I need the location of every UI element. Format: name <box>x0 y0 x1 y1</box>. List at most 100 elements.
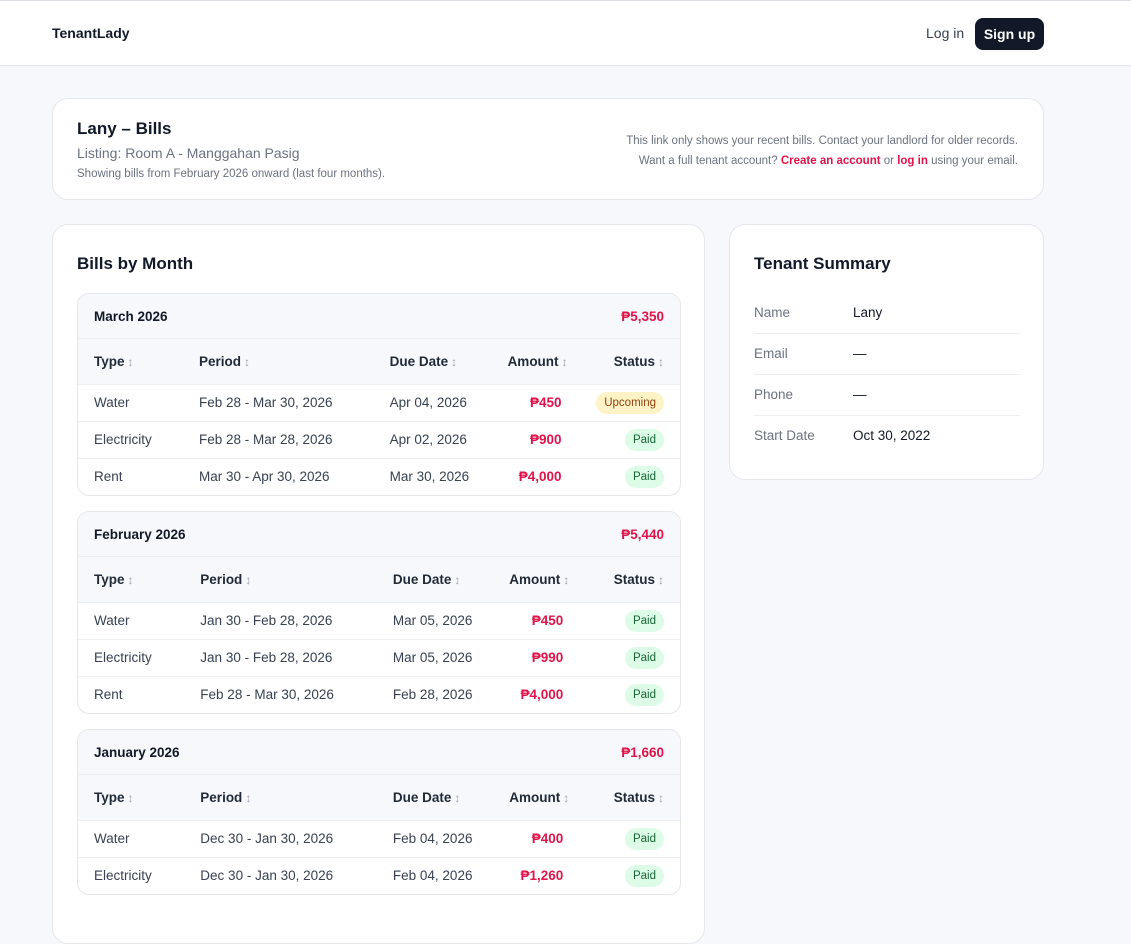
status-badge: Paid <box>624 864 664 887</box>
table-row: Rent Feb 28 - Mar 30, 2026 Feb 28, 2026 ₱4,… <box>78 676 680 713</box>
summary-value: Oct 30, 2022 <box>853 428 931 443</box>
column-header-status[interactable]: Status ↕ <box>585 557 680 602</box>
date-range-note: Showing bills from February 2026 onward … <box>77 168 386 180</box>
bill-status-cell: Paid <box>584 458 680 495</box>
account-note-line2: Want a full tenant account? Create an ac… <box>626 151 1018 171</box>
sort-icon[interactable]: ↕ <box>454 790 461 805</box>
sort-icon[interactable]: ↕ <box>658 354 664 369</box>
column-header-status[interactable]: Status ↕ <box>584 339 680 384</box>
bill-amount: ₱900 <box>530 432 562 447</box>
login-link[interactable]: Log in <box>926 25 965 41</box>
tenant-summary-card: Tenant Summary Name Lany Email — Phone — Start… <box>729 224 1044 480</box>
status-badge: Paid <box>624 465 664 488</box>
bill-due-date: Feb 04, 2026 <box>392 831 473 846</box>
column-header-type[interactable]: Type ↕ <box>78 339 183 384</box>
table-header-row: Type ↕ Period ↕ Due Date ↕ Amount ↕ Status ↕ <box>78 339 680 384</box>
bill-due-date: Mar 05, 2026 <box>392 650 473 665</box>
column-header-amount[interactable]: Amount ↕ <box>503 775 585 820</box>
bill-status-cell: Paid <box>585 602 680 639</box>
bill-status-cell: Paid <box>585 857 680 894</box>
sort-icon[interactable]: ↕ <box>451 354 458 369</box>
table-row: Water Jan 30 - Feb 28, 2026 Mar 05, 2026 ₱4… <box>78 602 680 639</box>
column-label: Type <box>94 571 125 587</box>
bills-table: Type ↕ Period ↕ Due Date ↕ Amount ↕ Status ↕ Water… <box>78 339 680 495</box>
sort-icon[interactable]: ↕ <box>658 790 664 805</box>
table-header-row: Type ↕ Period ↕ Due Date ↕ Amount ↕ Status ↕ <box>78 557 680 602</box>
month-total: ₱5,350 <box>621 309 664 324</box>
column-header-type[interactable]: Type ↕ <box>78 557 184 602</box>
sort-icon[interactable]: ↕ <box>563 572 570 587</box>
month-name: January 2026 <box>94 745 180 760</box>
sort-icon[interactable]: ↕ <box>127 790 134 805</box>
column-header-amount[interactable]: Amount ↕ <box>496 339 584 384</box>
bill-amount: ₱450 <box>531 613 564 628</box>
table-row: Electricity Jan 30 - Feb 28, 2026 Mar 05, … <box>78 639 680 676</box>
sort-icon[interactable]: ↕ <box>243 354 250 369</box>
column-label: Type <box>94 353 125 369</box>
bill-due-date: Apr 04, 2026 <box>389 395 467 410</box>
month-group: March 2026 ₱5,350 Type ↕ Period ↕ Due Date ↕ Amo… <box>77 293 681 496</box>
bill-amount: ₱4,000 <box>518 469 562 485</box>
sort-icon[interactable]: ↕ <box>454 572 461 587</box>
bill-amount: ₱4,000 <box>520 687 564 703</box>
bill-status-cell: Paid <box>585 676 680 713</box>
column-header-amount[interactable]: Amount ↕ <box>503 557 585 602</box>
bill-type: Water <box>94 395 130 410</box>
bill-period: Jan 30 - Feb 28, 2026 <box>200 613 333 628</box>
sort-icon[interactable]: ↕ <box>245 572 252 587</box>
status-badge: Paid <box>624 609 664 632</box>
sort-icon[interactable]: ↕ <box>658 572 664 587</box>
bill-period: Dec 30 - Jan 30, 2026 <box>200 868 334 884</box>
table-header-row: Type ↕ Period ↕ Due Date ↕ Amount ↕ Status ↕ <box>78 775 680 820</box>
summary-value: — <box>853 346 867 361</box>
bill-amount: ₱450 <box>530 395 562 410</box>
bill-amount: ₱1,260 <box>520 868 564 884</box>
column-header-due-date[interactable]: Due Date ↕ <box>377 775 503 820</box>
column-header-due-date[interactable]: Due Date ↕ <box>374 339 496 384</box>
sort-icon[interactable]: ↕ <box>127 354 134 369</box>
status-badge: Paid <box>624 827 664 850</box>
log-in-link[interactable]: log in <box>897 155 928 167</box>
create-account-link[interactable]: Create an account <box>780 155 881 167</box>
bill-type: Electricity <box>94 650 152 665</box>
summary-label: Name <box>754 305 791 320</box>
bill-due-date: Apr 02, 2026 <box>389 432 467 447</box>
summary-title: Tenant Summary <box>754 254 891 273</box>
month-name: March 2026 <box>94 309 168 324</box>
bills-section-title: Bills by Month <box>77 254 194 273</box>
month-total: ₱5,440 <box>621 527 664 542</box>
column-label: Due Date <box>389 353 449 369</box>
bill-amount: ₱400 <box>531 831 564 846</box>
summary-label: Email <box>754 346 788 361</box>
bills-by-month-card: Bills by Month March 2026 ₱5,350 Type ↕ Peri… <box>52 224 705 944</box>
sort-icon[interactable]: ↕ <box>127 572 134 587</box>
bill-type: Rent <box>94 469 123 485</box>
account-note-prefix: Want a full tenant account? <box>638 155 778 167</box>
column-header-period[interactable]: Period ↕ <box>184 775 377 820</box>
column-header-type[interactable]: Type ↕ <box>78 775 184 820</box>
bill-type: Water <box>94 613 130 628</box>
month-group: January 2026 ₱1,660 Type ↕ Period ↕ Due Date ↕ A… <box>77 729 681 895</box>
bill-amount: ₱990 <box>531 650 564 665</box>
signup-button[interactable]: Sign up <box>975 18 1044 50</box>
bill-due-date: Feb 04, 2026 <box>392 868 473 884</box>
column-header-due-date[interactable]: Due Date ↕ <box>377 557 503 602</box>
column-label: Amount <box>509 789 561 805</box>
column-label: Status <box>613 353 655 369</box>
bill-type: Electricity <box>94 432 152 447</box>
column-label: Due Date <box>392 789 452 805</box>
bill-period: Feb 28 - Mar 28, 2026 <box>198 432 333 447</box>
summary-value: — <box>853 387 867 402</box>
sort-icon[interactable]: ↕ <box>245 790 252 805</box>
column-header-period[interactable]: Period ↕ <box>183 339 374 384</box>
column-label: Amount <box>507 353 559 369</box>
column-header-period[interactable]: Period ↕ <box>184 557 377 602</box>
bill-period: Dec 30 - Jan 30, 2026 <box>200 831 334 846</box>
brand-logo[interactable]: TenantLady <box>52 25 130 41</box>
table-row: Water Feb 28 - Mar 30, 2026 Apr 04, 2026 ₱4… <box>78 384 680 421</box>
sort-icon[interactable]: ↕ <box>563 790 570 805</box>
month-header: March 2026 ₱5,350 <box>78 294 680 339</box>
sort-icon[interactable]: ↕ <box>561 354 568 369</box>
column-header-status[interactable]: Status ↕ <box>585 775 680 820</box>
column-label: Due Date <box>392 571 452 587</box>
